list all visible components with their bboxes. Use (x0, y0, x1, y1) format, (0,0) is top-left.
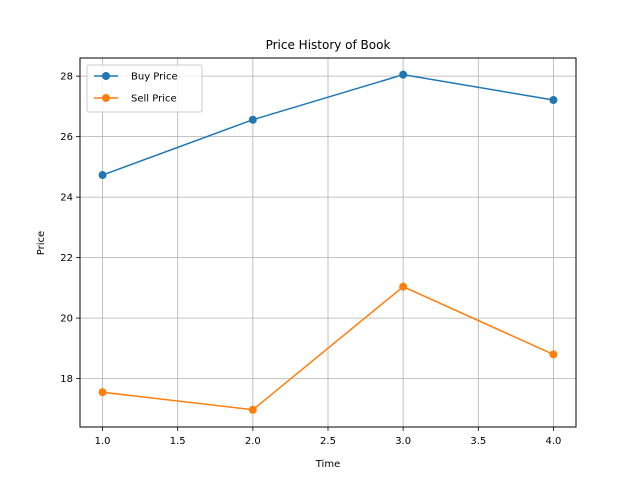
sell-price-point (98, 388, 107, 397)
y-tick-label: 18 (60, 374, 73, 385)
chart-title: Price History of Book (266, 38, 391, 52)
sell-price-point (549, 350, 558, 359)
legend-label: Buy Price (131, 72, 178, 83)
sell-price-series (98, 282, 558, 414)
y-tick-label: 24 (60, 193, 73, 204)
x-tick-label: 3.5 (470, 436, 486, 447)
x-tick-label: 1.5 (170, 436, 186, 447)
buy-price-series (98, 70, 558, 180)
y-tick-label: 26 (60, 132, 73, 143)
buy-price-point (98, 171, 107, 180)
series-layer (98, 70, 558, 414)
y-tick-label: 20 (60, 314, 73, 325)
buy-price-point (549, 96, 558, 105)
x-tick-label: 2.5 (320, 436, 336, 447)
x-tick-label: 1.0 (95, 436, 111, 447)
x-axis-ticks: 1.0 1.5 2.0 2.5 3.0 3.5 4.0 (95, 427, 562, 447)
legend-marker (102, 72, 110, 80)
legend: Buy Price Sell Price (86, 64, 203, 113)
buy-price-point (248, 115, 257, 124)
x-tick-label: 3.0 (395, 436, 411, 447)
y-axis-label: Price (36, 231, 47, 255)
sell-price-point (399, 282, 408, 291)
y-tick-label: 28 (60, 72, 73, 83)
y-axis-ticks: 18 20 22 24 26 28 (60, 72, 80, 385)
legend-entry-buy-price: Buy Price (94, 72, 178, 83)
legend-entry-sell-price: Sell Price (94, 94, 177, 105)
y-tick-label: 22 (60, 253, 73, 264)
x-tick-label: 4.0 (546, 436, 562, 447)
legend-label: Sell Price (131, 94, 177, 105)
sell-price-line (102, 285, 554, 411)
buy-price-line (102, 73, 554, 176)
x-axis-label: Time (315, 459, 340, 470)
legend-marker (102, 94, 110, 102)
sell-price-point (248, 405, 257, 414)
x-tick-label: 2.0 (245, 436, 261, 447)
buy-price-point (399, 70, 408, 79)
